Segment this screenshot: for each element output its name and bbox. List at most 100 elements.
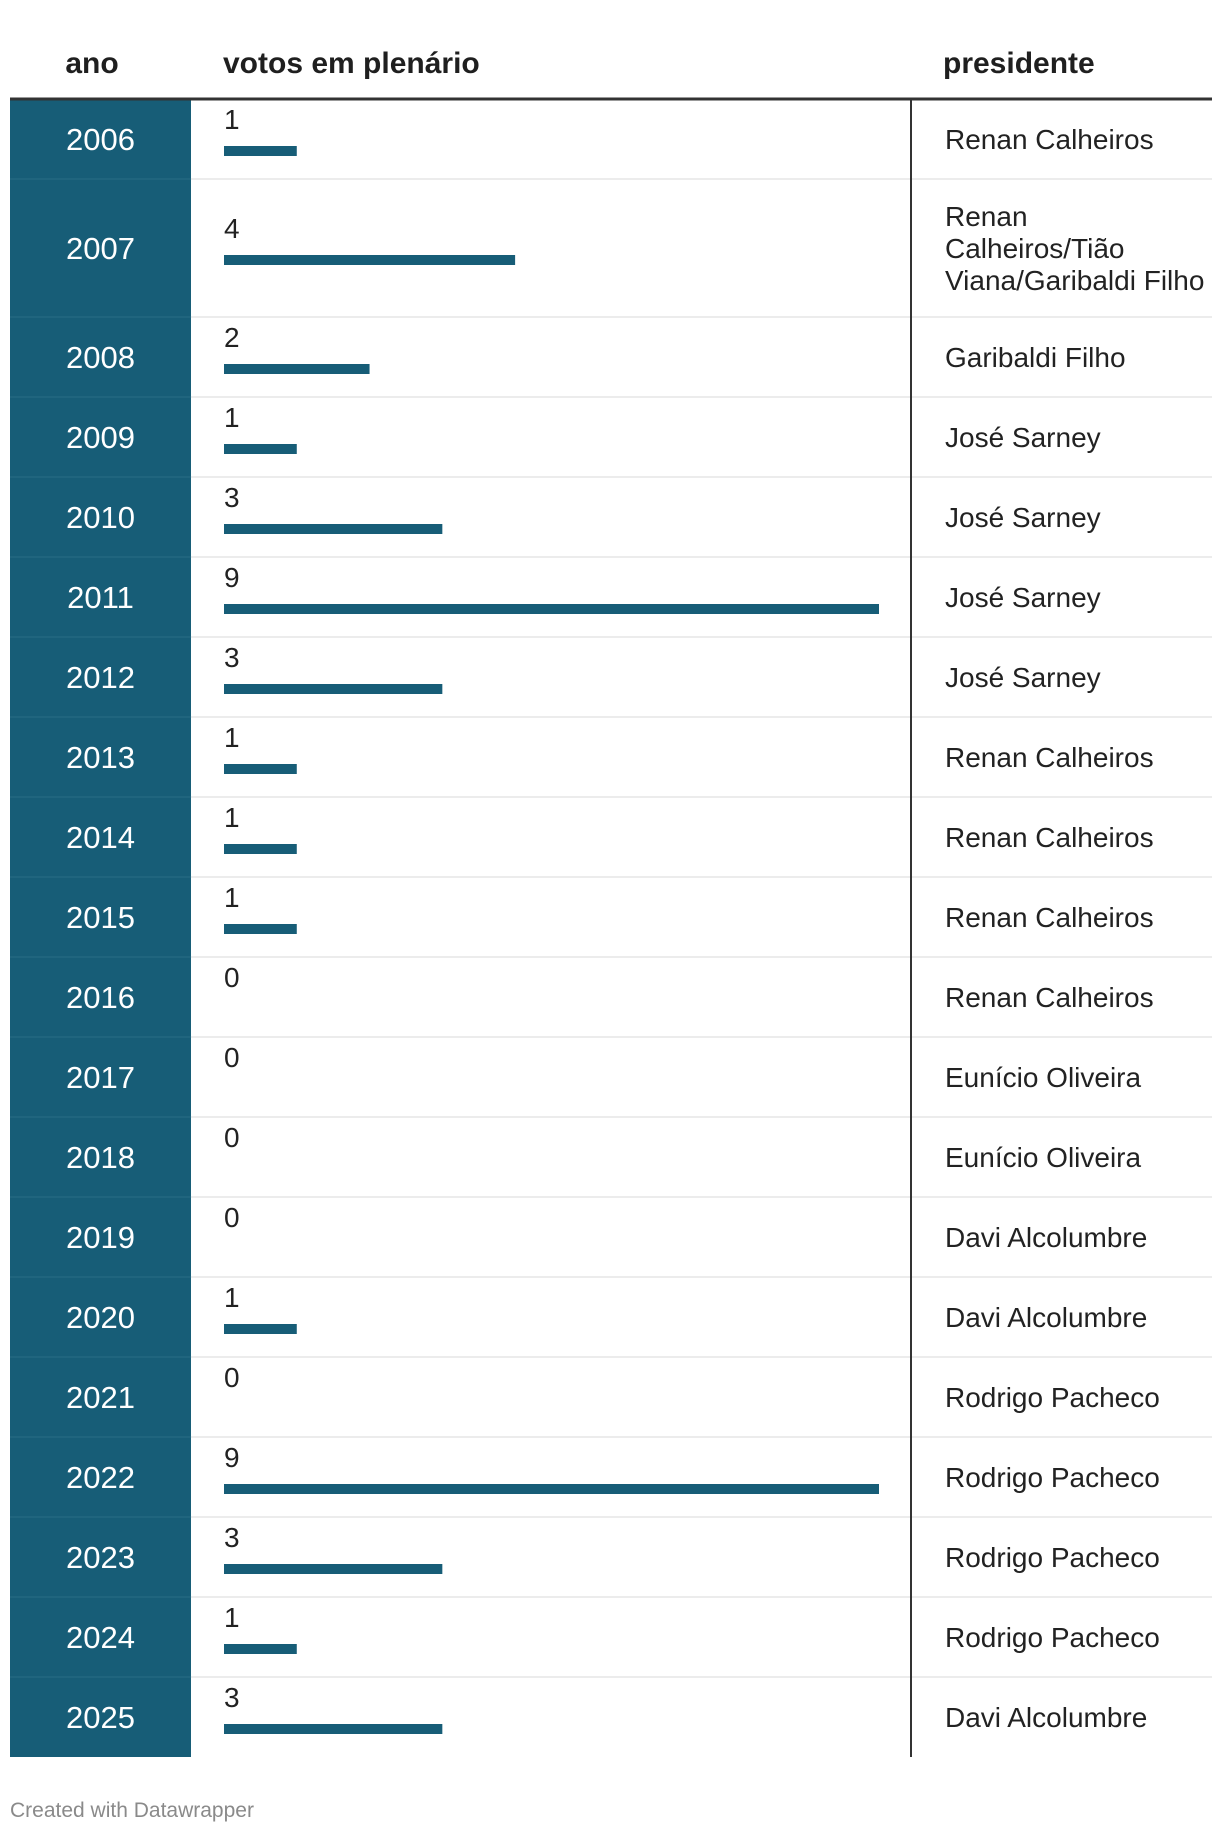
table-row: 2017 0 Eunício Oliveira [10, 1042, 1212, 1118]
vote-bar [224, 146, 297, 156]
year-label: 2022 [66, 1460, 135, 1495]
year-label: 2023 [66, 1540, 135, 1575]
vote-value-label: 3 [224, 1522, 240, 1553]
table-row: 2019 0 Davi Alcolumbre [10, 1202, 1212, 1278]
vote-bar [224, 1644, 297, 1654]
header-votos[interactable]: votos em plenário [223, 47, 480, 80]
table-row: 2011 9 José Sarney [10, 562, 1212, 638]
table-row: 2023 3 Rodrigo Pacheco [10, 1522, 1212, 1598]
vote-bar [224, 524, 443, 534]
president-label: Rodrigo Pacheco [945, 1542, 1160, 1573]
year-label: 2006 [66, 122, 135, 157]
table-row: 2009 1 José Sarney [10, 402, 1212, 478]
table-row: 2014 1 Renan Calheiros [10, 802, 1212, 878]
president-label: Rodrigo Pacheco [945, 1382, 1160, 1413]
table-header: ano votos em plenário presidente [65, 47, 1094, 80]
president-label: Renan Calheiros [945, 982, 1154, 1013]
header-ano[interactable]: ano [65, 47, 118, 80]
vote-value-label: 3 [224, 482, 240, 513]
vote-bar [224, 604, 879, 614]
vote-value-label: 9 [224, 1442, 240, 1473]
year-label: 2011 [67, 580, 134, 615]
vote-value-label: 3 [224, 1682, 240, 1713]
table-row: 2007 4 Renan Calheiros/Tião Viana/Garibaldi … [10, 201, 1212, 318]
table-row: 2008 2 Garibaldi Filho [10, 322, 1212, 398]
table-row: 2020 1 Davi Alcolumbre [10, 1282, 1212, 1358]
footer-credit: Created with Datawrapper [10, 1799, 254, 1822]
vote-value-label: 0 [224, 1042, 240, 1073]
year-label: 2014 [66, 820, 135, 855]
table-row: 2006 1 Renan Calheiros [10, 104, 1212, 180]
vote-bar [224, 844, 297, 854]
president-label: Renan Calheiros [945, 902, 1154, 933]
president-label: José Sarney [945, 582, 1101, 613]
table-body: 2006 1 Renan Calheiros 2007 4 Renan Calheiros/… [10, 97, 1212, 1757]
year-label: 2020 [66, 1300, 135, 1335]
vote-bar [224, 684, 443, 694]
president-label: Eunício Oliveira [945, 1062, 1142, 1093]
vote-value-label: 1 [224, 104, 240, 135]
vote-value-label: 1 [224, 402, 240, 433]
president-label: Renan Calheiros [945, 124, 1154, 155]
vote-value-label: 3 [224, 642, 240, 673]
president-label: José Sarney [945, 662, 1101, 693]
vote-bar [224, 1564, 443, 1574]
vote-bar [224, 1724, 443, 1734]
vote-bar [224, 444, 297, 454]
vote-value-label: 0 [224, 1122, 240, 1153]
table-row: 2022 9 Rodrigo Pacheco [10, 1442, 1212, 1518]
vote-bar [224, 255, 516, 265]
year-label: 2008 [66, 340, 135, 375]
year-label: 2016 [66, 980, 135, 1015]
year-label: 2018 [66, 1140, 135, 1175]
table-row: 2024 1 Rodrigo Pacheco [10, 1602, 1212, 1678]
table-row: 2025 3 Davi Alcolumbre [66, 1682, 1147, 1735]
table-row: 2010 3 José Sarney [10, 482, 1212, 558]
vote-value-label: 0 [224, 1362, 240, 1393]
vote-value-label: 1 [224, 722, 240, 753]
header-presidente[interactable]: presidente [943, 47, 1095, 80]
vote-bar [224, 764, 297, 774]
year-label: 2012 [66, 660, 135, 695]
year-label: 2009 [66, 420, 135, 455]
year-label: 2007 [66, 231, 135, 266]
vote-bar [224, 1324, 297, 1334]
year-label: 2024 [66, 1620, 135, 1655]
vote-value-label: 1 [224, 882, 240, 913]
president-label: Davi Alcolumbre [945, 1222, 1147, 1253]
president-label: Eunício Oliveira [945, 1142, 1142, 1173]
year-label: 2021 [66, 1380, 135, 1415]
table-row: 2016 0 Renan Calheiros [10, 962, 1212, 1038]
vote-value-label: 1 [224, 1282, 240, 1313]
president-label: Garibaldi Filho [945, 342, 1126, 373]
table-row: 2021 0 Rodrigo Pacheco [10, 1362, 1212, 1438]
table-row: 2018 0 Eunício Oliveira [10, 1122, 1212, 1198]
vote-value-label: 1 [224, 1602, 240, 1633]
year-label: 2010 [66, 500, 135, 535]
president-label: Renan Calheiros [945, 822, 1154, 853]
president-label: José Sarney [945, 422, 1101, 453]
year-label: 2017 [66, 1060, 135, 1095]
year-label: 2015 [66, 900, 135, 935]
vote-bar [224, 1484, 879, 1494]
year-column-band [10, 99, 191, 1757]
vote-bar [224, 924, 297, 934]
president-label: Rodrigo Pacheco [945, 1462, 1160, 1493]
year-label: 2013 [66, 740, 135, 775]
vote-value-label: 0 [224, 962, 240, 993]
vote-value-label: 1 [224, 802, 240, 833]
table-row: 2012 3 José Sarney [10, 642, 1212, 718]
vote-value-label: 0 [224, 1202, 240, 1233]
vote-bar [224, 364, 370, 374]
year-label: 2019 [66, 1220, 135, 1255]
president-label: Davi Alcolumbre [945, 1702, 1147, 1733]
table-row: 2013 1 Renan Calheiros [10, 722, 1212, 798]
year-label: 2025 [66, 1700, 135, 1735]
vote-value-label: 9 [224, 562, 240, 593]
president-label: José Sarney [945, 502, 1101, 533]
vote-value-label: 4 [224, 213, 240, 244]
president-label: Renan Calheiros/Tião Viana/Garibaldi Filho [945, 201, 1204, 296]
president-label: Rodrigo Pacheco [945, 1622, 1160, 1653]
table-row: 2015 1 Renan Calheiros [10, 882, 1212, 958]
